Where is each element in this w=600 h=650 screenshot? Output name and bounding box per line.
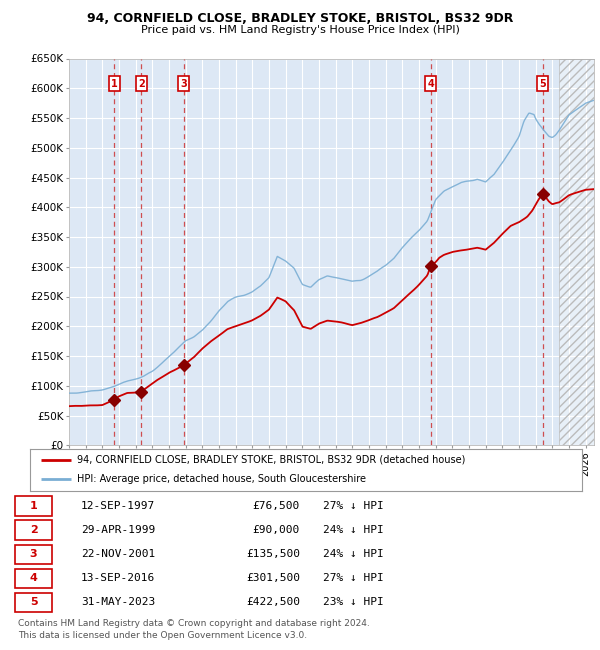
Text: This data is licensed under the Open Government Licence v3.0.: This data is licensed under the Open Gov…: [18, 630, 307, 640]
Text: £301,500: £301,500: [246, 573, 300, 583]
Text: £422,500: £422,500: [246, 597, 300, 607]
Text: HPI: Average price, detached house, South Gloucestershire: HPI: Average price, detached house, Sout…: [77, 474, 366, 484]
Text: 23% ↓ HPI: 23% ↓ HPI: [323, 597, 384, 607]
Text: 4: 4: [29, 573, 38, 583]
Text: 27% ↓ HPI: 27% ↓ HPI: [323, 573, 384, 583]
FancyBboxPatch shape: [15, 521, 52, 539]
Text: £76,500: £76,500: [253, 501, 300, 511]
Text: 1: 1: [30, 501, 37, 511]
Text: 5: 5: [30, 597, 37, 607]
Bar: [559, 58, 594, 445]
FancyBboxPatch shape: [15, 545, 52, 564]
Text: £135,500: £135,500: [246, 549, 300, 559]
Text: 4: 4: [427, 79, 434, 88]
Text: 22-NOV-2001: 22-NOV-2001: [81, 549, 155, 559]
Text: 27% ↓ HPI: 27% ↓ HPI: [323, 501, 384, 511]
Text: 24% ↓ HPI: 24% ↓ HPI: [323, 525, 384, 535]
Text: 24% ↓ HPI: 24% ↓ HPI: [323, 549, 384, 559]
Text: 2: 2: [138, 79, 145, 88]
Text: 94, CORNFIELD CLOSE, BRADLEY STOKE, BRISTOL, BS32 9DR (detached house): 94, CORNFIELD CLOSE, BRADLEY STOKE, BRIS…: [77, 455, 465, 465]
FancyBboxPatch shape: [15, 497, 52, 515]
FancyBboxPatch shape: [15, 569, 52, 588]
Text: Contains HM Land Registry data © Crown copyright and database right 2024.: Contains HM Land Registry data © Crown c…: [18, 619, 370, 628]
Text: 94, CORNFIELD CLOSE, BRADLEY STOKE, BRISTOL, BS32 9DR: 94, CORNFIELD CLOSE, BRADLEY STOKE, BRIS…: [87, 12, 513, 25]
Text: 5: 5: [539, 79, 546, 88]
Text: £90,000: £90,000: [253, 525, 300, 535]
Text: 31-MAY-2023: 31-MAY-2023: [81, 597, 155, 607]
FancyBboxPatch shape: [15, 593, 52, 612]
Text: 13-SEP-2016: 13-SEP-2016: [81, 573, 155, 583]
Text: Price paid vs. HM Land Registry's House Price Index (HPI): Price paid vs. HM Land Registry's House …: [140, 25, 460, 34]
Text: 29-APR-1999: 29-APR-1999: [81, 525, 155, 535]
Text: 3: 3: [30, 549, 37, 559]
Text: 2: 2: [30, 525, 37, 535]
Text: 12-SEP-1997: 12-SEP-1997: [81, 501, 155, 511]
Text: 1: 1: [111, 79, 118, 88]
Text: 3: 3: [181, 79, 187, 88]
